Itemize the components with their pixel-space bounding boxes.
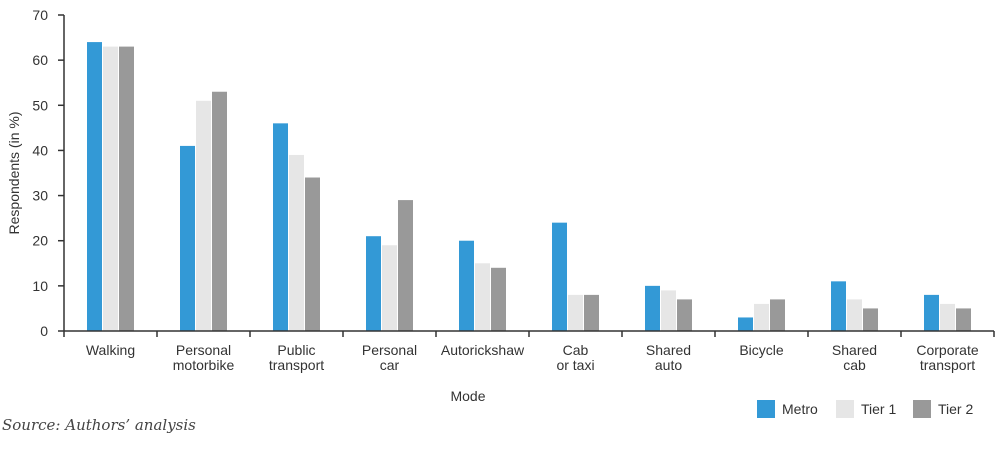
bar-tier-2: [770, 299, 785, 331]
bar-tier-1: [475, 263, 490, 331]
bar-tier-2: [119, 46, 134, 331]
source-note: Source: Authors’ analysis: [2, 416, 196, 434]
bar-tier-2: [398, 200, 413, 331]
bar-tier-1: [382, 245, 397, 331]
bar-tier-2: [863, 308, 878, 331]
x-axis-title: Mode: [450, 388, 485, 404]
legend: Metro Tier 1 Tier 2: [757, 400, 973, 418]
bar-metro: [831, 281, 846, 331]
bar-tier-2: [491, 267, 506, 331]
x-category-label: Public transport: [269, 342, 324, 373]
legend-swatch-tier-1: [836, 400, 854, 418]
y-tick-label: 10: [32, 278, 48, 294]
y-tick-label: 70: [32, 7, 48, 23]
bar-tier-1: [196, 100, 211, 332]
bar-tier-1: [103, 46, 118, 331]
bar-metro: [552, 222, 567, 331]
y-tick-label: 50: [32, 97, 48, 113]
x-category-label: Autorickshaw: [441, 342, 525, 358]
x-category-label: Walking: [86, 342, 135, 358]
bar-tier-2: [677, 299, 692, 331]
y-tick-label: 20: [32, 233, 48, 249]
bar-tier-1: [568, 294, 583, 331]
bar-tier-2: [305, 177, 320, 331]
x-category-label: Shared auto: [646, 342, 691, 373]
y-tick-label: 0: [40, 323, 48, 339]
legend-label: Tier 1: [861, 401, 896, 417]
bar-metro: [924, 294, 939, 331]
bar-metro: [645, 285, 660, 331]
bar-tier-1: [661, 290, 676, 331]
bar-tier-2: [584, 294, 599, 331]
bar-tier-1: [847, 299, 862, 331]
bar-tier-2: [956, 308, 971, 331]
bar-metro: [180, 145, 195, 331]
y-tick-label: 60: [32, 52, 48, 68]
x-category-label: Personal motorbike: [173, 342, 235, 373]
bar-metro: [87, 42, 102, 331]
legend-swatch-tier-2: [913, 400, 931, 418]
bar-metro: [459, 240, 474, 331]
y-tick-label: 30: [32, 188, 48, 204]
bar-metro: [273, 123, 288, 331]
legend-label: Tier 2: [938, 401, 973, 417]
bar-tier-1: [940, 303, 955, 331]
legend-label: Metro: [782, 401, 818, 417]
bar-metro: [366, 236, 381, 331]
bar-tier-2: [212, 91, 227, 331]
x-category-label: Personal car: [362, 342, 417, 373]
x-category-label: Corporate transport: [916, 342, 978, 373]
y-tick-label: 40: [32, 142, 48, 158]
x-category-label: Cab or taxi: [556, 342, 594, 373]
bar-tier-1: [289, 154, 304, 331]
x-category-label: Shared cab: [832, 342, 877, 373]
legend-swatch-metro: [757, 400, 775, 418]
bar-tier-1: [754, 303, 769, 331]
y-axis-title: Respondents (in %): [6, 112, 22, 235]
x-category-label: Bicycle: [739, 342, 784, 358]
bar-metro: [738, 317, 753, 331]
